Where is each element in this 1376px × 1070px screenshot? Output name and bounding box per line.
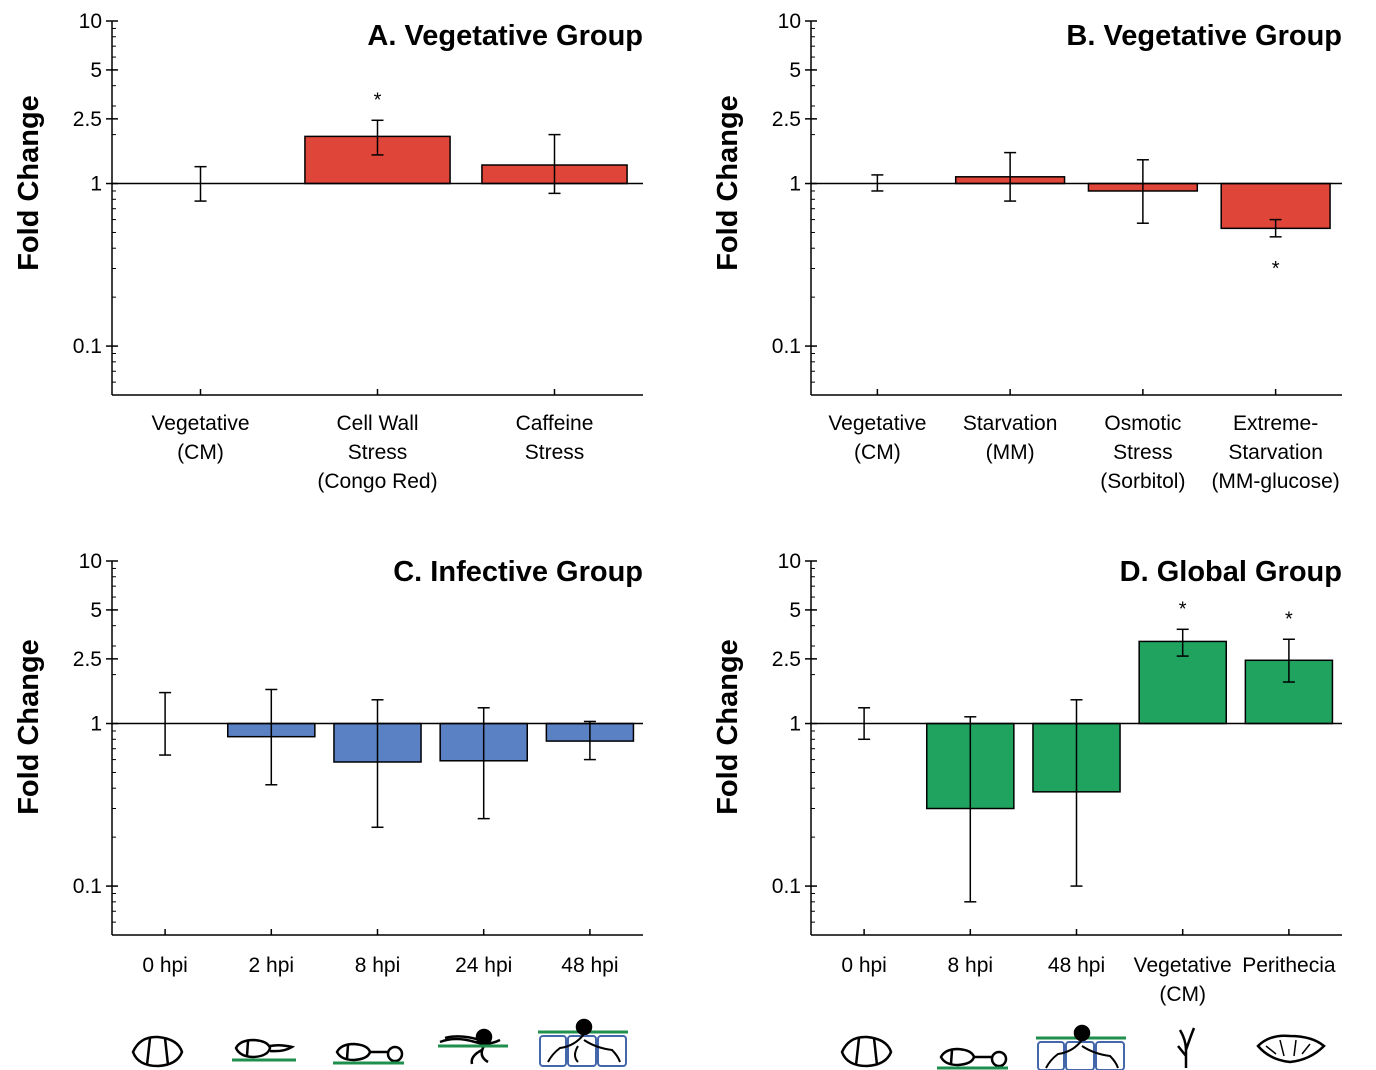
significance-star: * [374,89,382,111]
y-tick-label: 10 [79,10,102,33]
x-category-label: Stress [348,441,408,464]
y-tick-label: 5 [789,599,801,622]
x-category-label: (MM) [986,441,1035,464]
x-category-label: 48 hpi [561,954,618,977]
panel-d: D. Global Group Fold Change 10 5 2.5 1 0.1 0 … [712,550,1342,1006]
x-category-label: (Sorbitol) [1100,470,1185,493]
panel-a: A. Vegetative Group Fold Change 10 5 2.5 1 0… [13,10,643,493]
invasive-hyphae-icon [538,1018,628,1067]
y-tick-label: 10 [79,550,102,573]
x-category-label: (CM) [177,441,224,464]
x-category-label: Vegetative [828,412,926,435]
y-tick-label: 1 [90,713,102,736]
x-category-label: 48 hpi [1048,954,1105,977]
significance-star: * [1272,258,1280,280]
panel-b-ylabel: Fold Change [712,95,744,271]
panel-b: B. Vegetative Group Fold Change 10 5 2.5 1 0… [712,10,1342,493]
y-tick-label: 0.1 [772,875,801,898]
y-tick-label: 2.5 [73,648,102,671]
illustrations-row-c [131,1018,628,1068]
x-category-label: Caffeine [516,412,594,435]
y-tick-label: 5 [789,59,801,82]
germinating-spore-icon [232,1038,296,1062]
y-tick-label: 10 [778,10,801,33]
appressorium-icon-d [937,1047,1008,1070]
x-category-label: Cell Wall [336,412,418,435]
conidiophore-icon [1177,1027,1196,1068]
x-category-label: 8 hpi [948,954,994,977]
y-tick-label: 0.1 [772,335,801,358]
illustrations-row-d [840,1024,1326,1070]
x-category-label: (MM-glucose) [1211,470,1339,493]
x-category-label: 0 hpi [142,954,188,977]
y-tick-label: 1 [789,713,801,736]
x-category-label: Stress [525,441,585,464]
x-category-label: Extreme- [1233,412,1318,435]
panel-a-ylabel: Fold Change [13,95,45,271]
panel-d-ylabel: Fold Change [712,639,744,815]
significance-star: * [1179,598,1187,620]
x-category-label: 2 hpi [249,954,295,977]
x-category-label: Stress [1113,441,1173,464]
x-category-label: Perithecia [1242,954,1336,977]
spore-icon-d [840,1035,893,1068]
y-tick-label: 5 [90,599,102,622]
x-category-label: 0 hpi [841,954,887,977]
perithecia-icon [1256,1034,1326,1064]
panel-b-title: B. Vegetative Group [1066,20,1342,52]
invasive-hyphae-icon-d [1036,1024,1126,1070]
y-tick-label: 5 [90,59,102,82]
x-category-label: (CM) [1159,983,1206,1006]
penetration-icon [438,1028,508,1065]
appressorium-icon [333,1042,404,1065]
x-category-label: Osmotic [1104,412,1181,435]
x-category-label: (Congo Red) [317,470,437,493]
significance-star: * [1285,608,1293,630]
y-tick-label: 2.5 [772,648,801,671]
x-category-label: Starvation [963,412,1058,435]
panel-d-title: D. Global Group [1120,556,1342,588]
y-tick-label: 2.5 [73,108,102,131]
x-category-label: 8 hpi [355,954,401,977]
y-tick-label: 10 [778,550,801,573]
x-category-label: 24 hpi [455,954,512,977]
panel-a-title: A. Vegetative Group [367,20,643,52]
y-tick-label: 2.5 [772,108,801,131]
y-tick-label: 0.1 [73,335,102,358]
panel-c-title: C. Infective Group [393,556,643,588]
y-tick-label: 1 [90,173,102,196]
x-category-label: Vegetative [151,412,249,435]
y-tick-label: 1 [789,173,801,196]
x-category-label: (CM) [854,441,901,464]
x-category-label: Vegetative [1134,954,1232,977]
panel-c-ylabel: Fold Change [13,639,45,815]
y-tick-label: 0.1 [73,875,102,898]
x-category-label: Starvation [1228,441,1323,464]
panel-c: C. Infective Group Fold Change 10 5 2.5 1 0.… [13,550,643,977]
spore-icon [131,1035,184,1068]
